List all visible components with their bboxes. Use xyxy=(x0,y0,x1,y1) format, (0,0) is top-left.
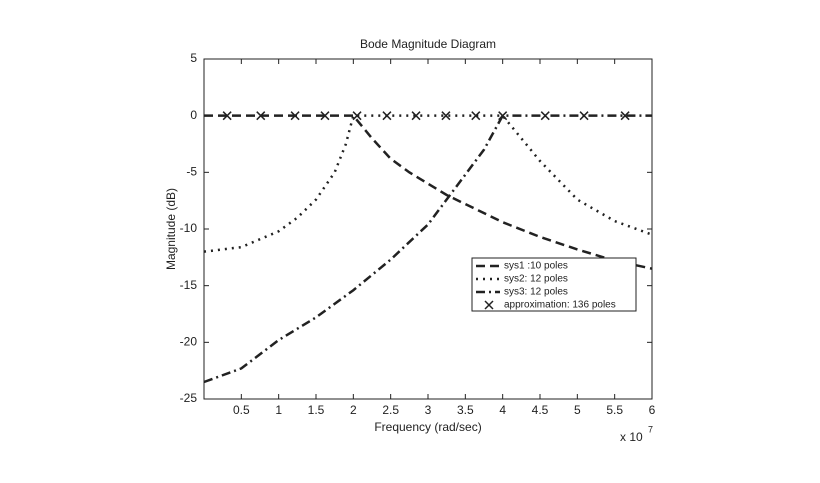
marker xyxy=(222,111,232,121)
x-tick-label: 4.5 xyxy=(532,403,549,417)
marker xyxy=(441,111,451,121)
y-tick-label: -15 xyxy=(180,278,198,292)
x-tick-label: 2 xyxy=(350,403,357,417)
y-tick-label: -20 xyxy=(180,335,198,349)
x-axis-label: Frequency (rad/sec) xyxy=(374,420,481,434)
x-tick-label: 1.5 xyxy=(308,403,325,417)
marker xyxy=(256,111,266,121)
marker xyxy=(352,111,362,121)
chart-title: Bode Magnitude Diagram xyxy=(360,37,496,51)
x-tick-label: 1 xyxy=(275,403,282,417)
series-line xyxy=(203,114,653,253)
x-tick-label: 4 xyxy=(499,403,506,417)
x-tick-label: 5 xyxy=(574,403,581,417)
x-multiplier: x 10 xyxy=(620,430,643,444)
y-tick-label: 5 xyxy=(190,51,197,65)
y-tick-label: -25 xyxy=(180,391,198,405)
marker xyxy=(320,111,330,121)
marker xyxy=(620,111,630,121)
x-tick-label: 0.5 xyxy=(233,403,250,417)
y-tick-label: 0 xyxy=(190,108,197,122)
legend-label: sys2: 12 poles xyxy=(504,274,568,285)
legend-box xyxy=(471,257,637,312)
marker xyxy=(382,111,392,121)
x-tick-label: 3 xyxy=(425,403,432,417)
series-line xyxy=(203,114,652,384)
x-tick-label: 5.5 xyxy=(606,403,623,417)
x-multiplier-exponent: 7 xyxy=(648,424,653,434)
marker xyxy=(498,111,508,121)
legend-symbol xyxy=(484,300,494,310)
x-tick-label: 2.5 xyxy=(382,403,399,417)
marker xyxy=(411,111,421,121)
legend-label: approximation: 136 poles xyxy=(504,300,616,311)
legend-label: sys1 :10 poles xyxy=(504,261,568,272)
marker xyxy=(290,111,300,121)
y-tick-label: -5 xyxy=(186,165,197,179)
x-tick-label: 3.5 xyxy=(457,403,474,417)
marker xyxy=(471,111,481,121)
x-tick-label: 6 xyxy=(649,403,656,417)
y-tick-label: -10 xyxy=(180,221,198,235)
legend-label: sys3: 12 poles xyxy=(504,287,568,298)
plot-area xyxy=(203,58,653,400)
y-axis-label: Magnitude (dB) xyxy=(164,188,178,270)
series-line xyxy=(204,114,653,270)
marker xyxy=(579,111,589,121)
marker xyxy=(540,111,550,121)
